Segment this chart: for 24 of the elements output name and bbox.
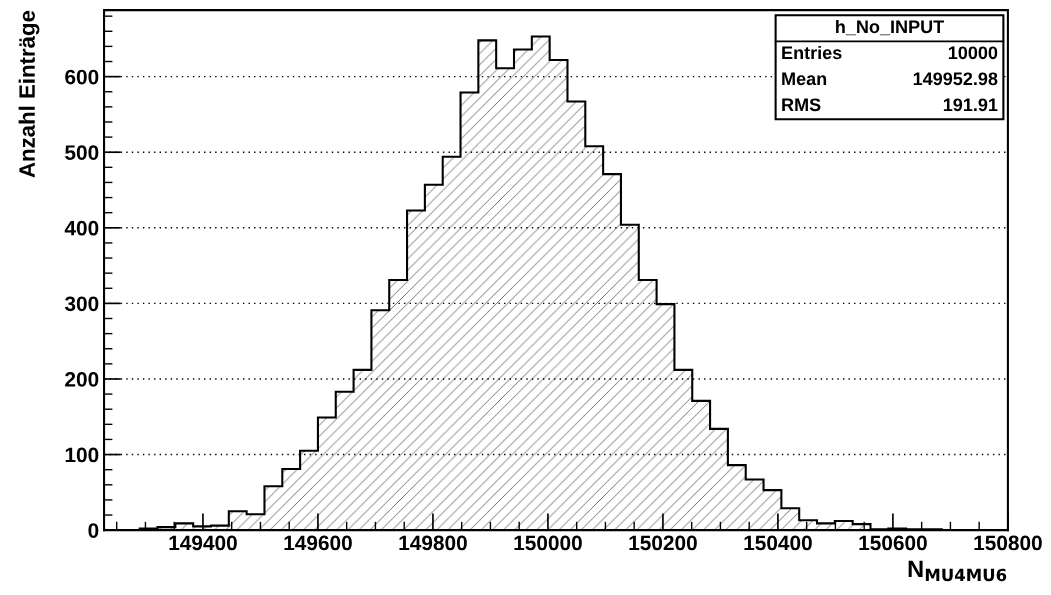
y-tick-label: 200 [65, 371, 99, 387]
annotation: Mean [782, 72, 827, 86]
annotation: Entries [782, 45, 842, 60]
y-tick-label: 100 [65, 447, 99, 463]
annotation: 149952.98 [913, 72, 998, 86]
y-tick-label: 0 [88, 523, 99, 538]
x-tick-label: 150000 [514, 535, 582, 551]
x-tick-label: 149600 [284, 535, 352, 551]
x-tick-label: 149800 [399, 535, 467, 551]
annotation: 191.91 [943, 98, 998, 112]
x-tick-label: 150600 [859, 535, 927, 551]
y-tick-label: 600 [65, 69, 99, 85]
x-tick-label: 150200 [629, 535, 697, 551]
y-axis-title: Anzahl Einträge [18, 10, 40, 178]
y-tick-label: 500 [65, 145, 99, 160]
annotation: 10000 [948, 46, 998, 60]
annotation: RMS [782, 98, 821, 112]
x-axis-title: N$_{MU4MU6}$ [908, 560, 1007, 582]
x-tick-label: 149400 [169, 535, 237, 551]
x-tick-label: 150400 [744, 535, 812, 551]
x-tick-label: 150800 [974, 535, 1042, 551]
y-tick-label: 400 [64, 220, 99, 236]
y-tick-label: 300 [64, 296, 99, 312]
annotation: h_No_INPUT [836, 19, 944, 36]
